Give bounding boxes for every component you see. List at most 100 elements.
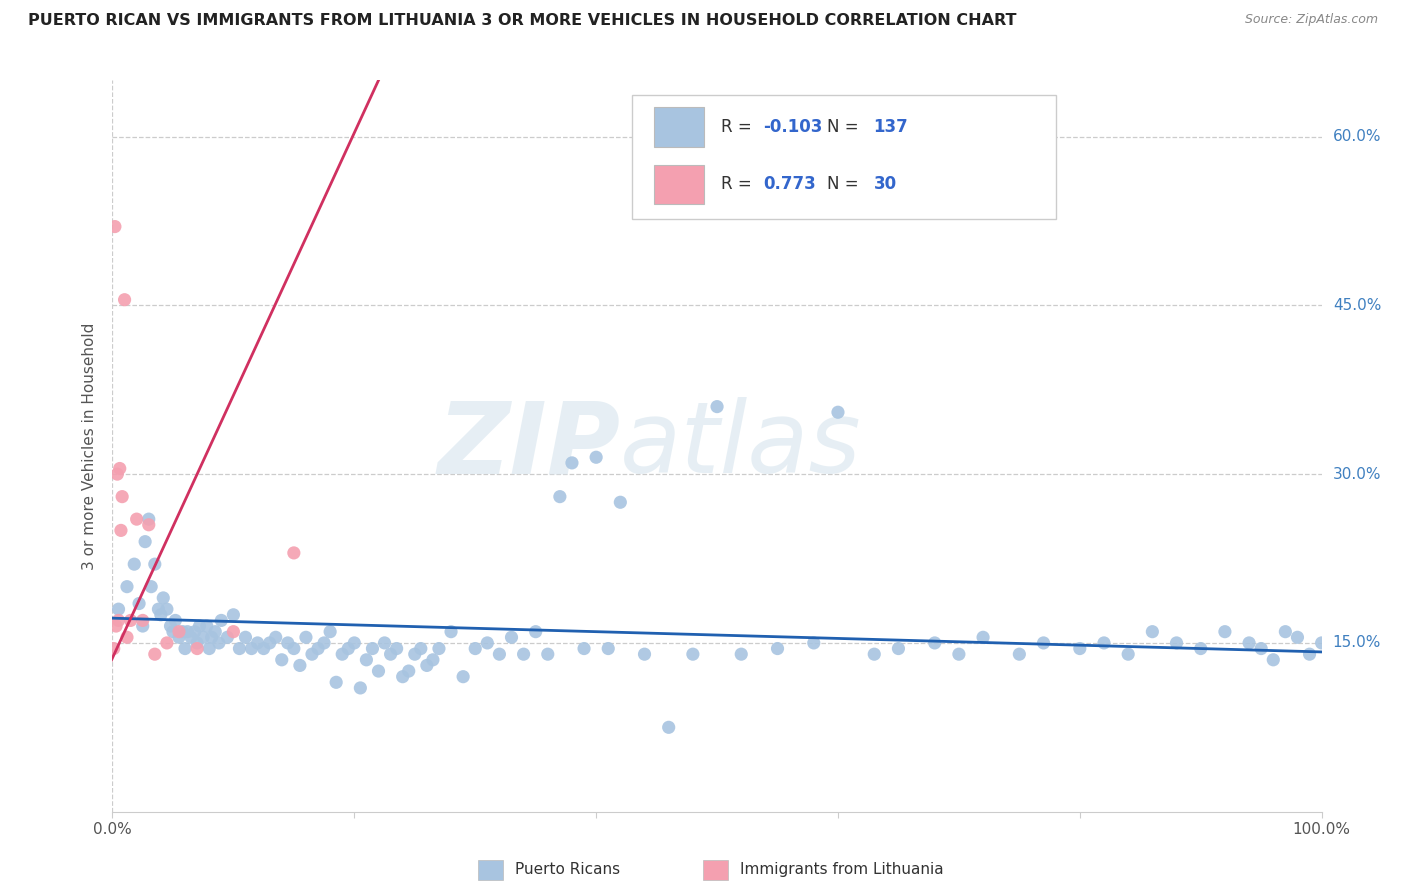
Point	[103, 641, 125, 656]
Point	[134, 534, 156, 549]
Point	[162, 624, 184, 639]
Text: -0.103: -0.103	[763, 119, 823, 136]
Point	[1298, 647, 1320, 661]
Point	[706, 400, 728, 414]
Point	[195, 619, 218, 633]
Point	[1286, 630, 1309, 644]
Point	[149, 607, 172, 622]
Point	[385, 641, 408, 656]
Point	[422, 653, 444, 667]
Point	[1263, 653, 1285, 667]
Point	[1310, 636, 1333, 650]
Point	[148, 602, 170, 616]
Point	[972, 630, 994, 644]
Text: Puerto Ricans: Puerto Ricans	[515, 863, 620, 877]
Point	[180, 630, 202, 644]
Point	[152, 591, 174, 605]
Point	[125, 512, 148, 526]
Point	[295, 630, 318, 644]
Point	[863, 647, 886, 661]
Text: 15.0%: 15.0%	[1333, 635, 1381, 650]
Point	[120, 614, 142, 628]
Point	[132, 614, 155, 628]
Point	[165, 614, 187, 628]
Text: PUERTO RICAN VS IMMIGRANTS FROM LITHUANIA 3 OR MORE VEHICLES IN HOUSEHOLD CORREL: PUERTO RICAN VS IMMIGRANTS FROM LITHUANI…	[28, 13, 1017, 29]
Point	[235, 630, 257, 644]
Text: Source: ZipAtlas.com: Source: ZipAtlas.com	[1244, 13, 1378, 27]
Point	[598, 641, 620, 656]
Point	[114, 293, 136, 307]
Point	[122, 557, 145, 571]
Point	[1166, 636, 1188, 650]
Point	[440, 624, 463, 639]
Point	[259, 636, 281, 650]
Point	[209, 614, 232, 628]
Point	[204, 624, 226, 639]
Point	[1142, 624, 1164, 639]
Text: Immigrants from Lithuania: Immigrants from Lithuania	[740, 863, 943, 877]
Point	[222, 607, 245, 622]
Point	[301, 647, 323, 661]
Text: 30: 30	[873, 176, 897, 194]
Point	[191, 630, 215, 644]
Point	[128, 597, 150, 611]
Point	[1274, 624, 1296, 639]
Point	[374, 636, 396, 650]
Point	[115, 580, 138, 594]
Point	[253, 641, 276, 656]
Point	[827, 405, 849, 419]
Point	[222, 624, 245, 639]
Point	[1189, 641, 1212, 656]
Point	[183, 624, 205, 639]
Point	[416, 658, 439, 673]
Point	[361, 641, 384, 656]
Point	[228, 641, 250, 656]
Point	[585, 450, 607, 465]
Point	[217, 630, 239, 644]
Text: 0.773: 0.773	[763, 176, 817, 194]
Point	[1250, 641, 1272, 656]
Point	[537, 647, 560, 661]
Point	[1213, 624, 1236, 639]
Point	[477, 636, 499, 650]
Point	[156, 602, 179, 616]
Point	[682, 647, 704, 661]
Point	[1116, 647, 1139, 661]
Point	[343, 636, 366, 650]
Point	[277, 636, 299, 650]
Point	[246, 636, 269, 650]
Point	[319, 624, 342, 639]
Point	[730, 647, 752, 661]
Point	[803, 636, 825, 650]
Point	[548, 490, 571, 504]
Point	[105, 467, 128, 482]
Point	[172, 624, 194, 639]
Text: ZIP: ZIP	[437, 398, 620, 494]
Point	[924, 636, 946, 650]
Point	[633, 647, 655, 661]
Point	[115, 630, 138, 644]
Point	[887, 641, 910, 656]
Text: R =: R =	[721, 176, 758, 194]
Point	[138, 517, 160, 532]
Point	[356, 653, 378, 667]
Point	[427, 641, 450, 656]
Point	[156, 636, 179, 650]
Text: R =: R =	[721, 119, 758, 136]
Point	[380, 647, 402, 661]
Point	[561, 456, 583, 470]
Text: 45.0%: 45.0%	[1333, 298, 1381, 313]
Text: atlas: atlas	[620, 398, 862, 494]
Point	[1092, 636, 1115, 650]
Point	[1237, 636, 1260, 650]
Point	[201, 630, 224, 644]
Point	[110, 524, 132, 538]
Point	[501, 630, 523, 644]
Point	[609, 495, 631, 509]
Point	[104, 219, 127, 234]
Point	[409, 641, 432, 656]
Point	[159, 619, 181, 633]
Point	[488, 647, 510, 661]
Point	[174, 641, 197, 656]
Point	[314, 636, 336, 650]
